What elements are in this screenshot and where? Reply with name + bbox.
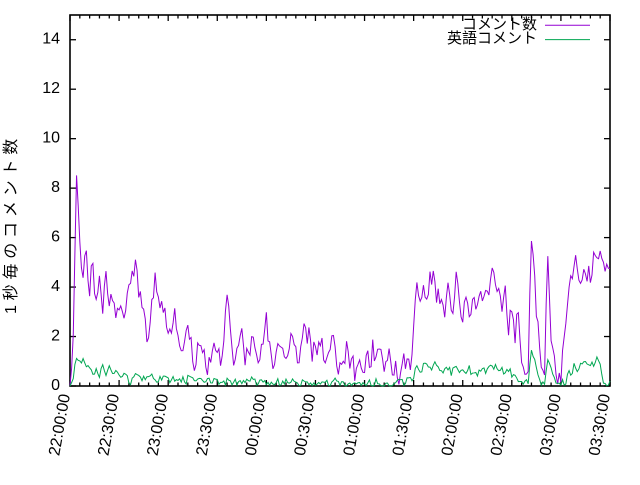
svg-text:8: 8 [51,179,60,196]
svg-text:10: 10 [42,130,60,147]
svg-text:12: 12 [42,80,60,97]
svg-text:6: 6 [51,229,60,246]
svg-text:2: 2 [51,328,60,345]
svg-text:1秒毎のコメント数: 1秒毎のコメント数 [2,134,20,314]
svg-text:0: 0 [51,377,60,394]
svg-text:4: 4 [51,278,60,295]
svg-text:14: 14 [42,31,60,48]
svg-text:英語コメント: 英語コメント [447,29,537,47]
